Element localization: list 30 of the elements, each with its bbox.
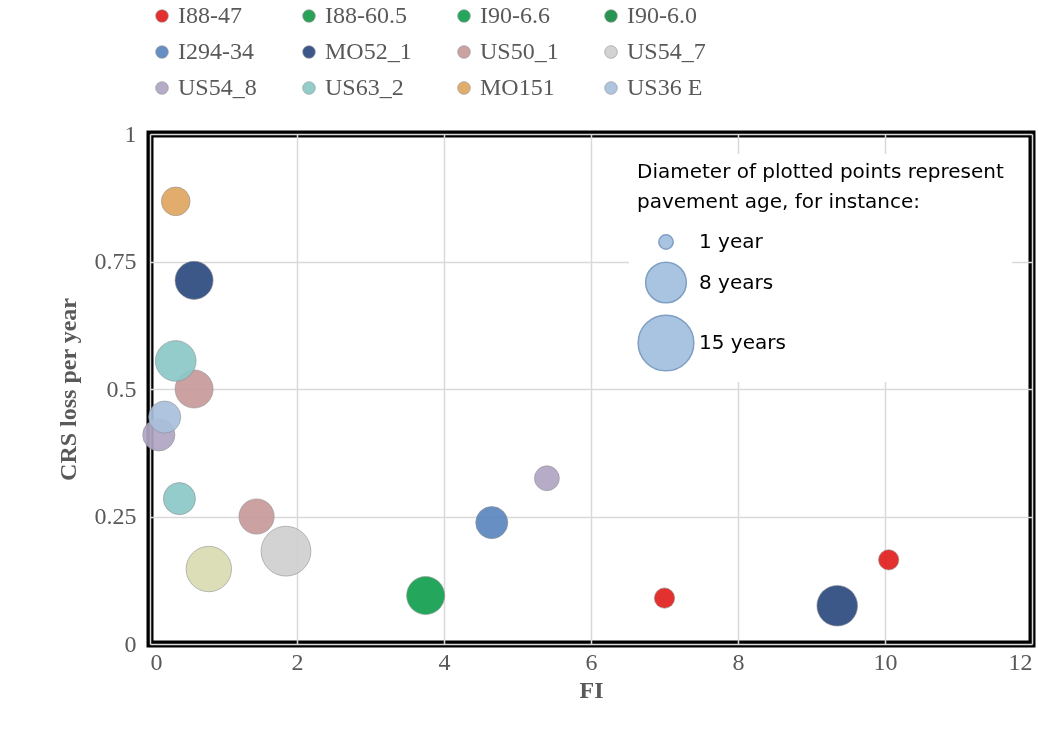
legend-label: MO151 (480, 74, 555, 100)
legend-label: I90-6.0 (627, 2, 697, 28)
legend-label: I294-34 (178, 38, 254, 64)
x-tick-label: 6 (585, 648, 598, 675)
y-tick-label: 0.5 (106, 375, 137, 402)
legend-label: 8 years (699, 269, 774, 294)
legend-label: US54_8 (178, 74, 257, 100)
x-axis-title: FI (579, 676, 604, 703)
legend-label: I88-47 (178, 2, 242, 28)
x-tick-label: 10 (873, 648, 898, 675)
y-axis-title: CRS loss per year (54, 297, 81, 481)
legend-label: US50_1 (480, 38, 559, 64)
x-tick-label: 2 (291, 648, 304, 675)
legend-label: I88-60.5 (325, 2, 407, 28)
legend-label: MO52_1 (325, 38, 412, 64)
legend-label: US54_7 (627, 38, 706, 64)
legend-label: US36 E (627, 74, 703, 100)
legend-label: 1 year (699, 229, 764, 253)
y-tick-label: 1 (124, 120, 137, 147)
y-tick-label: 0 (124, 630, 137, 657)
y-tick-label: 0.75 (94, 248, 137, 274)
legend-label: I90-6.6 (480, 2, 550, 28)
legend-label: US63_2 (325, 74, 404, 100)
x-tick-label: 8 (732, 648, 745, 675)
y-tick-label: 0.25 (94, 503, 137, 529)
x-tick-label: 4 (438, 648, 451, 675)
legend-label: 15 years (699, 330, 786, 354)
legend-title: Diameter of plotted points represent pavement age, for instance: (637, 159, 1004, 213)
x-tick-label: 0 (150, 648, 163, 675)
x-tick-label: 12 (1008, 648, 1033, 675)
